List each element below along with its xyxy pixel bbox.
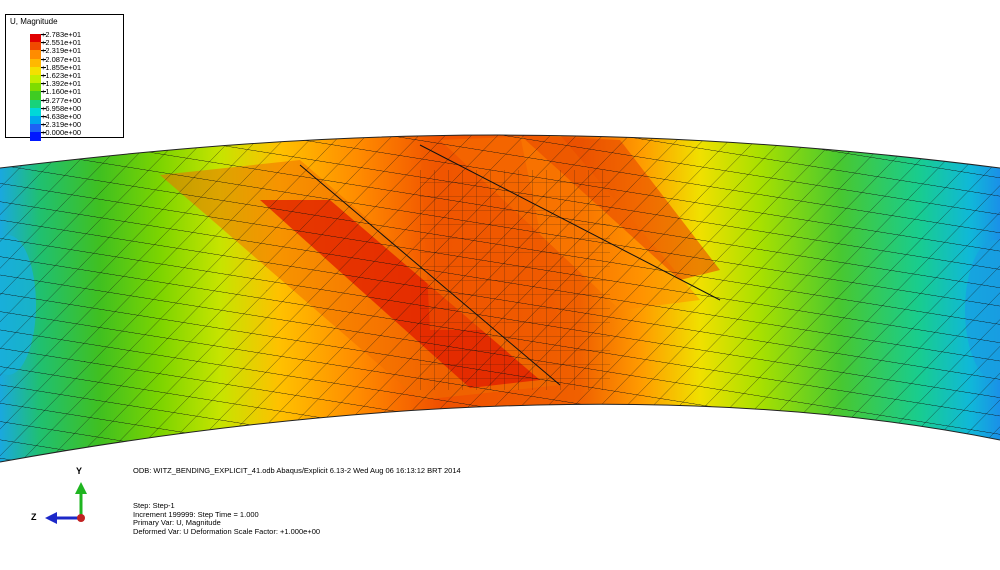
legend-value: +2.783e+01 [41, 30, 82, 39]
pipe-contour-body [0, 135, 1000, 462]
legend-value: +6.958e+00 [41, 103, 82, 113]
legend-value: +1.392e+01 [41, 79, 82, 89]
legend-tick [41, 50, 46, 52]
deformed-var-text: Deformed Var: U Deformation Scale Factor… [133, 526, 321, 536]
step-text: Step: Step-1 [133, 501, 175, 510]
legend-tick [41, 132, 46, 134]
legend-value: +4.638e+00 [41, 112, 82, 121]
contour-legend: U, Magnitude +2.783e+01 +2.551e+01 +2.319e… [5, 14, 124, 141]
legend-tick [41, 66, 46, 68]
y-axis-label: Y [76, 466, 83, 476]
increment-text: Increment 199999: Step Time = 1.000 [133, 509, 259, 519]
legend-tick [41, 34, 46, 35]
legend-tick [41, 116, 46, 117]
legend-swatch [30, 50, 41, 59]
odb-info-text: ODB: WITZ_BENDING_EXPLICIT_41.odb Abaqus… [133, 466, 461, 475]
legend-swatch [30, 132, 41, 141]
legend-swatch [30, 75, 41, 84]
z-axis-label: Z [31, 512, 37, 522]
legend-title: U, Magnitude [10, 17, 58, 26]
legend-tick [41, 42, 46, 44]
legend-value: +0.000e+00 [41, 128, 82, 138]
legend-value: +1.160e+01 [41, 87, 82, 97]
legend-value: +1.623e+01 [41, 71, 82, 80]
legend-swatch [30, 42, 41, 51]
legend-swatch [30, 107, 41, 117]
legend-value: +9.277e+00 [41, 95, 82, 105]
legend-swatch [30, 58, 41, 68]
legend-swatch [30, 124, 41, 133]
legend-value: +2.551e+01 [41, 38, 82, 48]
legend-tick [41, 58, 46, 60]
legend-swatch [30, 34, 41, 43]
legend-tick [41, 91, 46, 93]
legend-value: +2.319e+01 [41, 46, 82, 56]
legend-value: +2.319e+00 [41, 120, 82, 130]
legend-swatch [30, 99, 41, 109]
legend-swatch [30, 116, 41, 125]
step-info-block: Step: Step-1 Increment 199999: Step Time… [133, 501, 321, 536]
legend-tick [41, 99, 46, 101]
legend-value: +2.087e+01 [41, 54, 82, 64]
legend-value: +1.855e+01 [41, 62, 82, 72]
legend-swatch [30, 91, 41, 100]
legend-tick [41, 124, 46, 126]
legend-swatch [30, 66, 41, 76]
legend-tick [41, 83, 46, 85]
axis-triad-icon [45, 482, 87, 524]
legend-tick [41, 107, 46, 109]
legend-swatch [30, 83, 41, 92]
primary-var-text: Primary Var: U, Magnitude [133, 518, 221, 527]
legend-tick [41, 75, 46, 76]
axis-triad: Y Z [25, 462, 105, 532]
